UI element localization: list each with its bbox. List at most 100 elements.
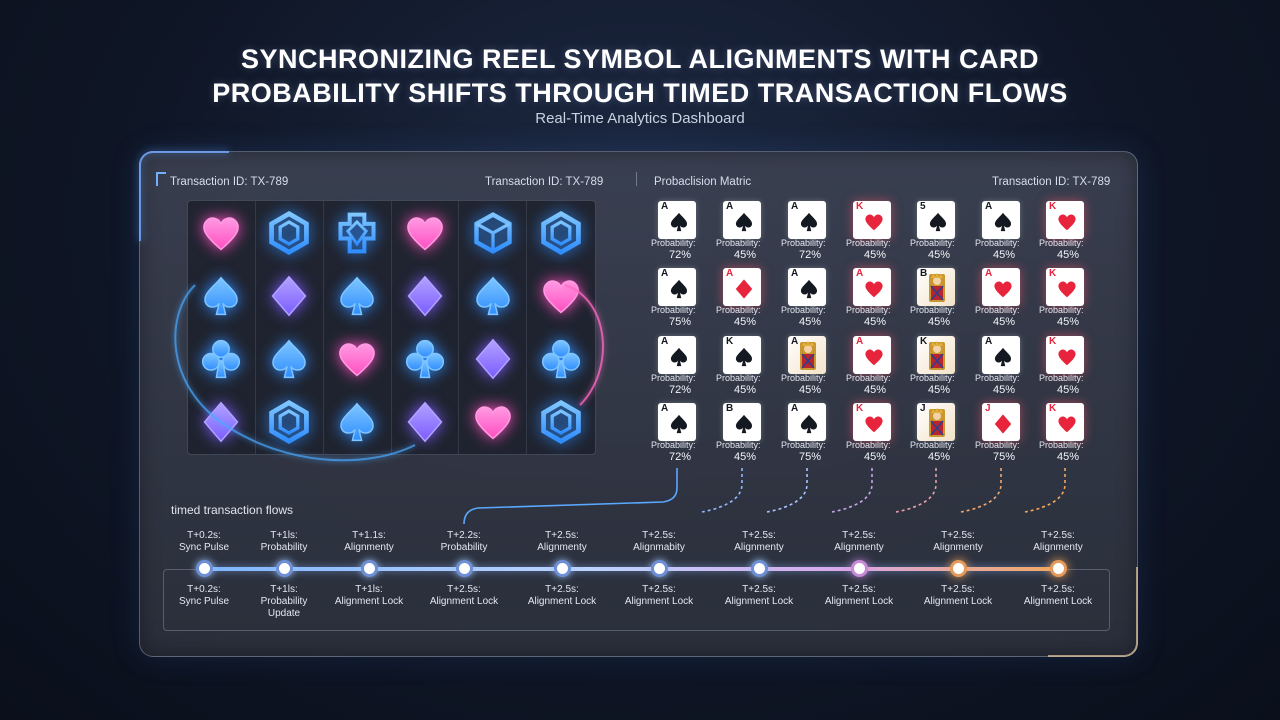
playing-card[interactable]: B [917, 268, 955, 306]
timeline-node[interactable] [651, 560, 668, 577]
matrix-card-cell[interactable]: K Probability: 45% [1039, 268, 1095, 330]
probability-value: 45% [863, 249, 887, 261]
matrix-card-cell[interactable]: A Probability: 45% [716, 268, 772, 330]
timeline-event-bottom: T+1ls: Probability Update [260, 584, 308, 619]
matrix-card-cell[interactable]: K Probability: 45% [1039, 201, 1095, 263]
matrix-card-cell[interactable]: K Probability: 45% [846, 403, 902, 465]
playing-card[interactable]: A [723, 268, 761, 306]
timeline-node[interactable] [1050, 560, 1067, 577]
matrix-card-cell[interactable]: A Probability: 45% [781, 336, 837, 398]
timeline-node[interactable] [851, 560, 868, 577]
playing-card[interactable]: A [982, 336, 1020, 374]
reel-cell[interactable] [527, 328, 595, 391]
probability-value: 75% [798, 451, 822, 463]
matrix-card-cell[interactable]: A Probability: 72% [651, 403, 707, 465]
reel-cell[interactable] [527, 201, 595, 264]
timeline-event-top: T+2.5s: Alignmenty [537, 530, 587, 553]
reel-cell[interactable] [324, 390, 392, 454]
probability-value: 45% [733, 451, 757, 463]
playing-card[interactable]: A [853, 336, 891, 374]
playing-card[interactable]: J [917, 403, 955, 441]
matrix-card-cell[interactable]: A Probability: 45% [846, 336, 902, 398]
reel-cell[interactable] [527, 264, 595, 327]
matrix-card-cell[interactable]: B Probability: 45% [716, 403, 772, 465]
reel-cell[interactable] [188, 201, 256, 265]
matrix-card-cell[interactable]: K Probability: 45% [1039, 403, 1095, 465]
playing-card[interactable]: A [658, 336, 696, 374]
playing-card[interactable]: J [982, 403, 1020, 441]
matrix-card-cell[interactable]: J Probability: 75% [975, 403, 1031, 465]
playing-card[interactable]: A [788, 403, 826, 441]
reel-cell[interactable] [188, 390, 256, 454]
spade-icon [340, 276, 374, 315]
playing-card[interactable]: 5 [917, 201, 955, 239]
playing-card[interactable]: K [1046, 201, 1084, 239]
playing-card[interactable]: A [982, 268, 1020, 306]
reel-cell[interactable] [392, 390, 460, 454]
playing-card[interactable]: A [788, 336, 826, 374]
matrix-card-cell[interactable]: A Probability: 72% [651, 336, 707, 398]
timeline-node[interactable] [950, 560, 967, 577]
reel-cell[interactable] [324, 264, 392, 328]
matrix-card-cell[interactable]: B Probability: 45% [910, 268, 966, 330]
playing-card[interactable]: A [788, 201, 826, 239]
reel-cell[interactable] [188, 264, 256, 328]
playing-card[interactable]: K [917, 336, 955, 374]
reel-cell[interactable] [459, 264, 528, 328]
probability-label: Probability: [781, 440, 826, 450]
playing-card[interactable]: K [723, 336, 761, 374]
timeline-node[interactable] [361, 560, 378, 577]
playing-card[interactable]: A [853, 268, 891, 306]
playing-card[interactable]: K [1046, 336, 1084, 374]
reel-grid[interactable] [187, 200, 596, 455]
playing-card[interactable]: A [982, 201, 1020, 239]
reel-cell[interactable] [324, 201, 392, 265]
timeline-node[interactable] [456, 560, 473, 577]
playing-card[interactable]: K [1046, 403, 1084, 441]
reel-cell[interactable] [256, 264, 324, 328]
timeline-node[interactable] [751, 560, 768, 577]
reel-cell[interactable] [459, 201, 528, 265]
matrix-card-cell[interactable]: K Probability: 45% [1039, 336, 1095, 398]
reel-cell[interactable] [256, 327, 324, 391]
matrix-card-cell[interactable]: K Probability: 45% [910, 336, 966, 398]
matrix-card-cell[interactable]: A Probability: 72% [781, 201, 837, 263]
timeline-node[interactable] [276, 560, 293, 577]
matrix-card-cell[interactable]: K Probability: 45% [716, 336, 772, 398]
reel-cell[interactable] [392, 201, 460, 265]
matrix-card-cell[interactable]: 5 Probability: 45% [910, 201, 966, 263]
matrix-card-cell[interactable]: A Probability: 75% [781, 403, 837, 465]
matrix-card-cell[interactable]: A Probability: 72% [651, 201, 707, 263]
playing-card[interactable]: K [853, 201, 891, 239]
playing-card[interactable]: K [853, 403, 891, 441]
reel-cell[interactable] [324, 327, 392, 391]
matrix-card-cell[interactable]: J Probability: 45% [910, 403, 966, 465]
matrix-card-cell[interactable]: A Probability: 45% [975, 201, 1031, 263]
reel-cell[interactable] [392, 327, 460, 391]
reel-cell[interactable] [459, 327, 528, 391]
card-rank: J [985, 403, 991, 414]
reel-cell[interactable] [459, 390, 528, 454]
playing-card[interactable]: A [658, 201, 696, 239]
playing-card[interactable]: A [723, 201, 761, 239]
matrix-card-cell[interactable]: A Probability: 45% [846, 268, 902, 330]
timeline-node[interactable] [554, 560, 571, 577]
reel-cell[interactable] [392, 264, 460, 328]
matrix-card-cell[interactable]: A Probability: 45% [781, 268, 837, 330]
playing-card[interactable]: K [1046, 268, 1084, 306]
matrix-card-cell[interactable]: A Probability: 45% [975, 268, 1031, 330]
playing-card[interactable]: A [788, 268, 826, 306]
reel-cell[interactable] [256, 201, 324, 265]
playing-card[interactable]: A [658, 268, 696, 306]
matrix-card-cell[interactable]: A Probability: 75% [651, 268, 707, 330]
timeline-node[interactable] [196, 560, 213, 577]
matrix-card-cell[interactable]: K Probability: 45% [846, 201, 902, 263]
matrix-card-cell[interactable]: A Probability: 45% [716, 201, 772, 263]
matrix-card-cell[interactable]: A Probability: 45% [975, 336, 1031, 398]
reel-cell[interactable] [256, 390, 324, 454]
playing-card[interactable]: A [658, 403, 696, 441]
playing-card[interactable]: B [723, 403, 761, 441]
reel-cell[interactable] [527, 391, 595, 454]
reel-cell[interactable] [188, 327, 256, 391]
diamond-icon [271, 275, 307, 317]
